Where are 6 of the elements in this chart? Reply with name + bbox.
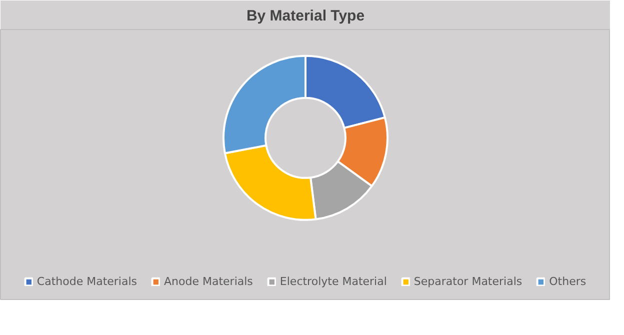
legend-label: Anode Materials <box>164 275 253 288</box>
legend-label: Others <box>549 275 586 288</box>
chart-title: By Material Type <box>246 8 365 24</box>
legend-label: Cathode Materials <box>36 275 138 288</box>
legend-label: Separator Materials <box>414 275 522 288</box>
legend-label: Electrolyte Material <box>280 275 387 288</box>
